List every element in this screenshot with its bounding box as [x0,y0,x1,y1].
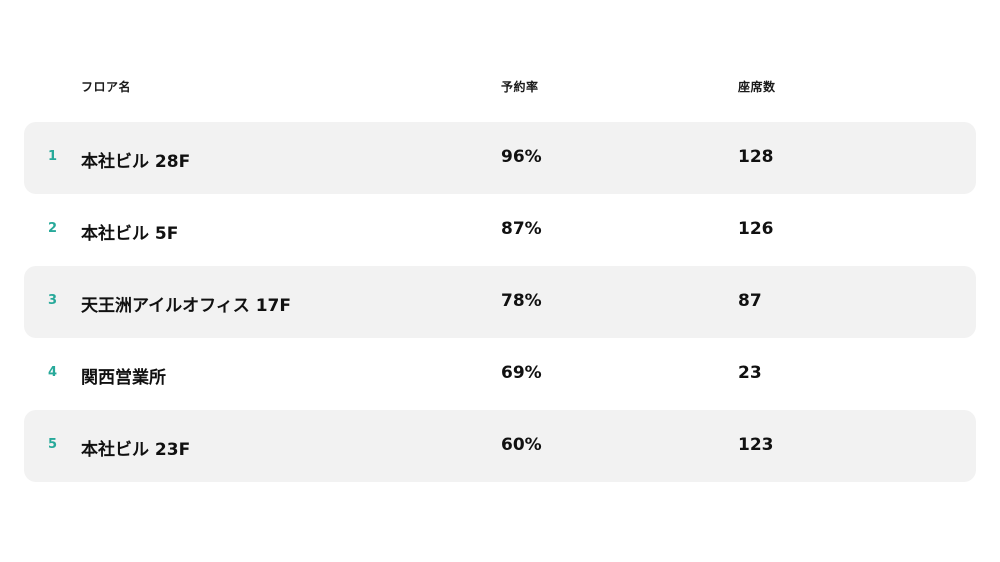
row-booking-rate: 96% [501,147,542,167]
table-header: フロア名 予約率 座席数 [24,70,976,104]
row-booking-rate: 69% [501,363,542,383]
header-floor-name: フロア名 [81,80,132,94]
table-row[interactable]: 3 天王洲アイルオフィス 17F 78% 87 [24,266,976,338]
row-rank: 4 [48,365,58,380]
row-seat-count: 87 [738,291,762,311]
table-row[interactable]: 5 本社ビル 23F 60% 123 [24,410,976,482]
row-booking-rate: 78% [501,291,542,311]
row-rank: 3 [48,293,58,308]
table-row[interactable]: 4 関西営業所 69% 23 [24,338,976,410]
header-booking-rate: 予約率 [501,80,539,94]
table-body: 1 本社ビル 28F 96% 128 2 本社ビル 5F 87% 126 3 天… [24,122,976,482]
row-rank: 5 [48,437,58,452]
row-seat-count: 128 [738,147,774,167]
row-seat-count: 123 [738,435,774,455]
row-floor-name: 本社ビル 5F [81,224,179,244]
row-booking-rate: 60% [501,435,542,455]
row-floor-name: 関西営業所 [81,368,166,388]
row-rank: 1 [48,149,58,164]
row-rank: 2 [48,221,58,236]
row-floor-name: 本社ビル 28F [81,152,191,172]
header-seat-count: 座席数 [738,80,776,94]
row-seat-count: 23 [738,363,762,383]
table-row[interactable]: 2 本社ビル 5F 87% 126 [24,194,976,266]
row-floor-name: 本社ビル 23F [81,440,191,460]
row-booking-rate: 87% [501,219,542,239]
table-row[interactable]: 1 本社ビル 28F 96% 128 [24,122,976,194]
row-seat-count: 126 [738,219,774,239]
row-floor-name: 天王洲アイルオフィス 17F [81,296,291,316]
floor-ranking-table: フロア名 予約率 座席数 1 本社ビル 28F 96% 128 2 本社ビル 5… [24,70,976,482]
